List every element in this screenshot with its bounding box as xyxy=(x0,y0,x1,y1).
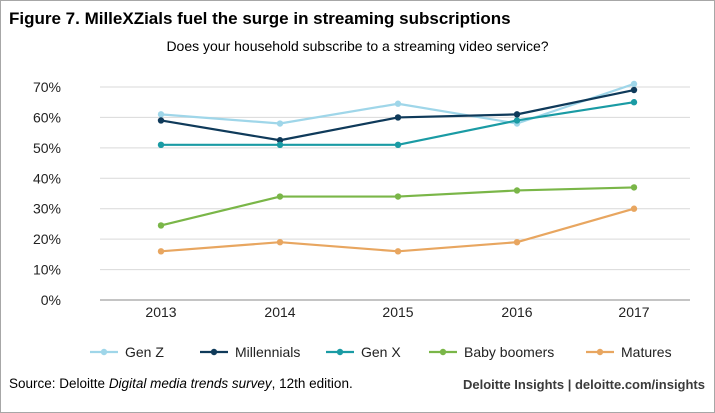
data-point-gen-x xyxy=(276,141,284,149)
legend-swatch-marker xyxy=(439,348,447,356)
source-note: Source: Deloitte Digital media trends su… xyxy=(9,376,353,391)
data-point-millennials xyxy=(394,114,402,121)
legend-item-matures: Matures xyxy=(586,344,672,360)
data-point-matures xyxy=(394,248,402,255)
x-tick-label: 2016 xyxy=(501,304,532,320)
legend-swatch-marker xyxy=(100,348,108,356)
brand-link[interactable]: Deloitte Insights | deloitte.com/insight… xyxy=(463,377,705,392)
data-point-gen-z xyxy=(157,111,165,118)
legend-item-gen-z: Gen Z xyxy=(90,344,164,360)
legend-label: Millennials xyxy=(235,344,300,360)
source-italic: Digital media trends survey xyxy=(108,376,272,391)
legend-item-gen-x: Gen X xyxy=(326,344,401,360)
legend-label: Gen X xyxy=(361,344,401,360)
series-gen-x xyxy=(157,99,638,149)
data-point-baby-boomers xyxy=(394,193,402,200)
series-group xyxy=(157,80,638,255)
x-axis: 2013 2014 2015 2016 2017 xyxy=(145,304,649,320)
y-tick-label: 30% xyxy=(33,201,61,217)
series-millennials xyxy=(157,86,638,144)
source-prefix: Source: Deloitte xyxy=(9,376,109,391)
source-suffix: , 12th edition. xyxy=(271,376,353,391)
legend-swatch-marker xyxy=(336,348,344,356)
data-point-matures xyxy=(513,238,521,246)
x-tick-label: 2015 xyxy=(382,304,413,320)
series-line-baby-boomers xyxy=(160,186,635,227)
y-tick-label: 60% xyxy=(33,109,61,125)
y-tick-label: 20% xyxy=(33,231,61,247)
y-tick-label: 10% xyxy=(33,262,61,278)
y-tick-label: 0% xyxy=(41,292,61,308)
y-tick-label: 70% xyxy=(33,79,61,95)
series-matures xyxy=(157,205,638,255)
data-point-millennials xyxy=(157,117,165,124)
y-tick-label: 40% xyxy=(33,170,61,186)
data-point-baby-boomers xyxy=(157,222,165,229)
legend-label: Matures xyxy=(621,344,672,360)
series-line-matures xyxy=(160,207,635,253)
data-point-matures xyxy=(630,205,638,212)
legend-item-baby-boomers: Baby boomers xyxy=(429,344,554,360)
x-tick-label: 2017 xyxy=(618,304,649,320)
data-point-baby-boomers xyxy=(630,184,638,191)
figure-title: Figure 7. MilleXZials fuel the surge in … xyxy=(9,9,511,28)
legend-label: Gen Z xyxy=(125,344,164,360)
legend-label: Baby boomers xyxy=(464,344,554,360)
data-point-millennials xyxy=(276,137,284,144)
y-tick-label: 50% xyxy=(33,140,61,156)
data-point-gen-x xyxy=(394,141,402,149)
data-point-millennials xyxy=(513,111,521,118)
data-point-gen-x xyxy=(513,117,521,124)
y-axis: 0% 10% 20% 30% 40% 50% 60% 70% xyxy=(33,79,61,308)
data-point-matures xyxy=(276,238,284,246)
data-point-gen-x xyxy=(157,141,165,149)
legend: Gen Z Millennials Gen X Baby boomers Matures xyxy=(90,344,672,360)
data-point-millennials xyxy=(630,86,638,94)
data-point-gen-z xyxy=(630,80,638,88)
data-point-gen-z xyxy=(394,100,402,107)
data-point-baby-boomers xyxy=(276,193,284,200)
series-baby-boomers xyxy=(157,184,638,229)
x-tick-label: 2014 xyxy=(264,304,295,320)
chart-question: Does your household subscribe to a strea… xyxy=(166,38,549,54)
legend-item-millennials: Millennials xyxy=(200,344,300,360)
legend-swatch-marker xyxy=(210,348,218,356)
data-point-matures xyxy=(157,248,165,255)
data-point-gen-z xyxy=(276,120,284,127)
data-point-baby-boomers xyxy=(513,187,521,194)
legend-swatch-marker xyxy=(596,348,604,356)
x-tick-label: 2013 xyxy=(145,304,176,320)
data-point-gen-x xyxy=(630,99,638,106)
